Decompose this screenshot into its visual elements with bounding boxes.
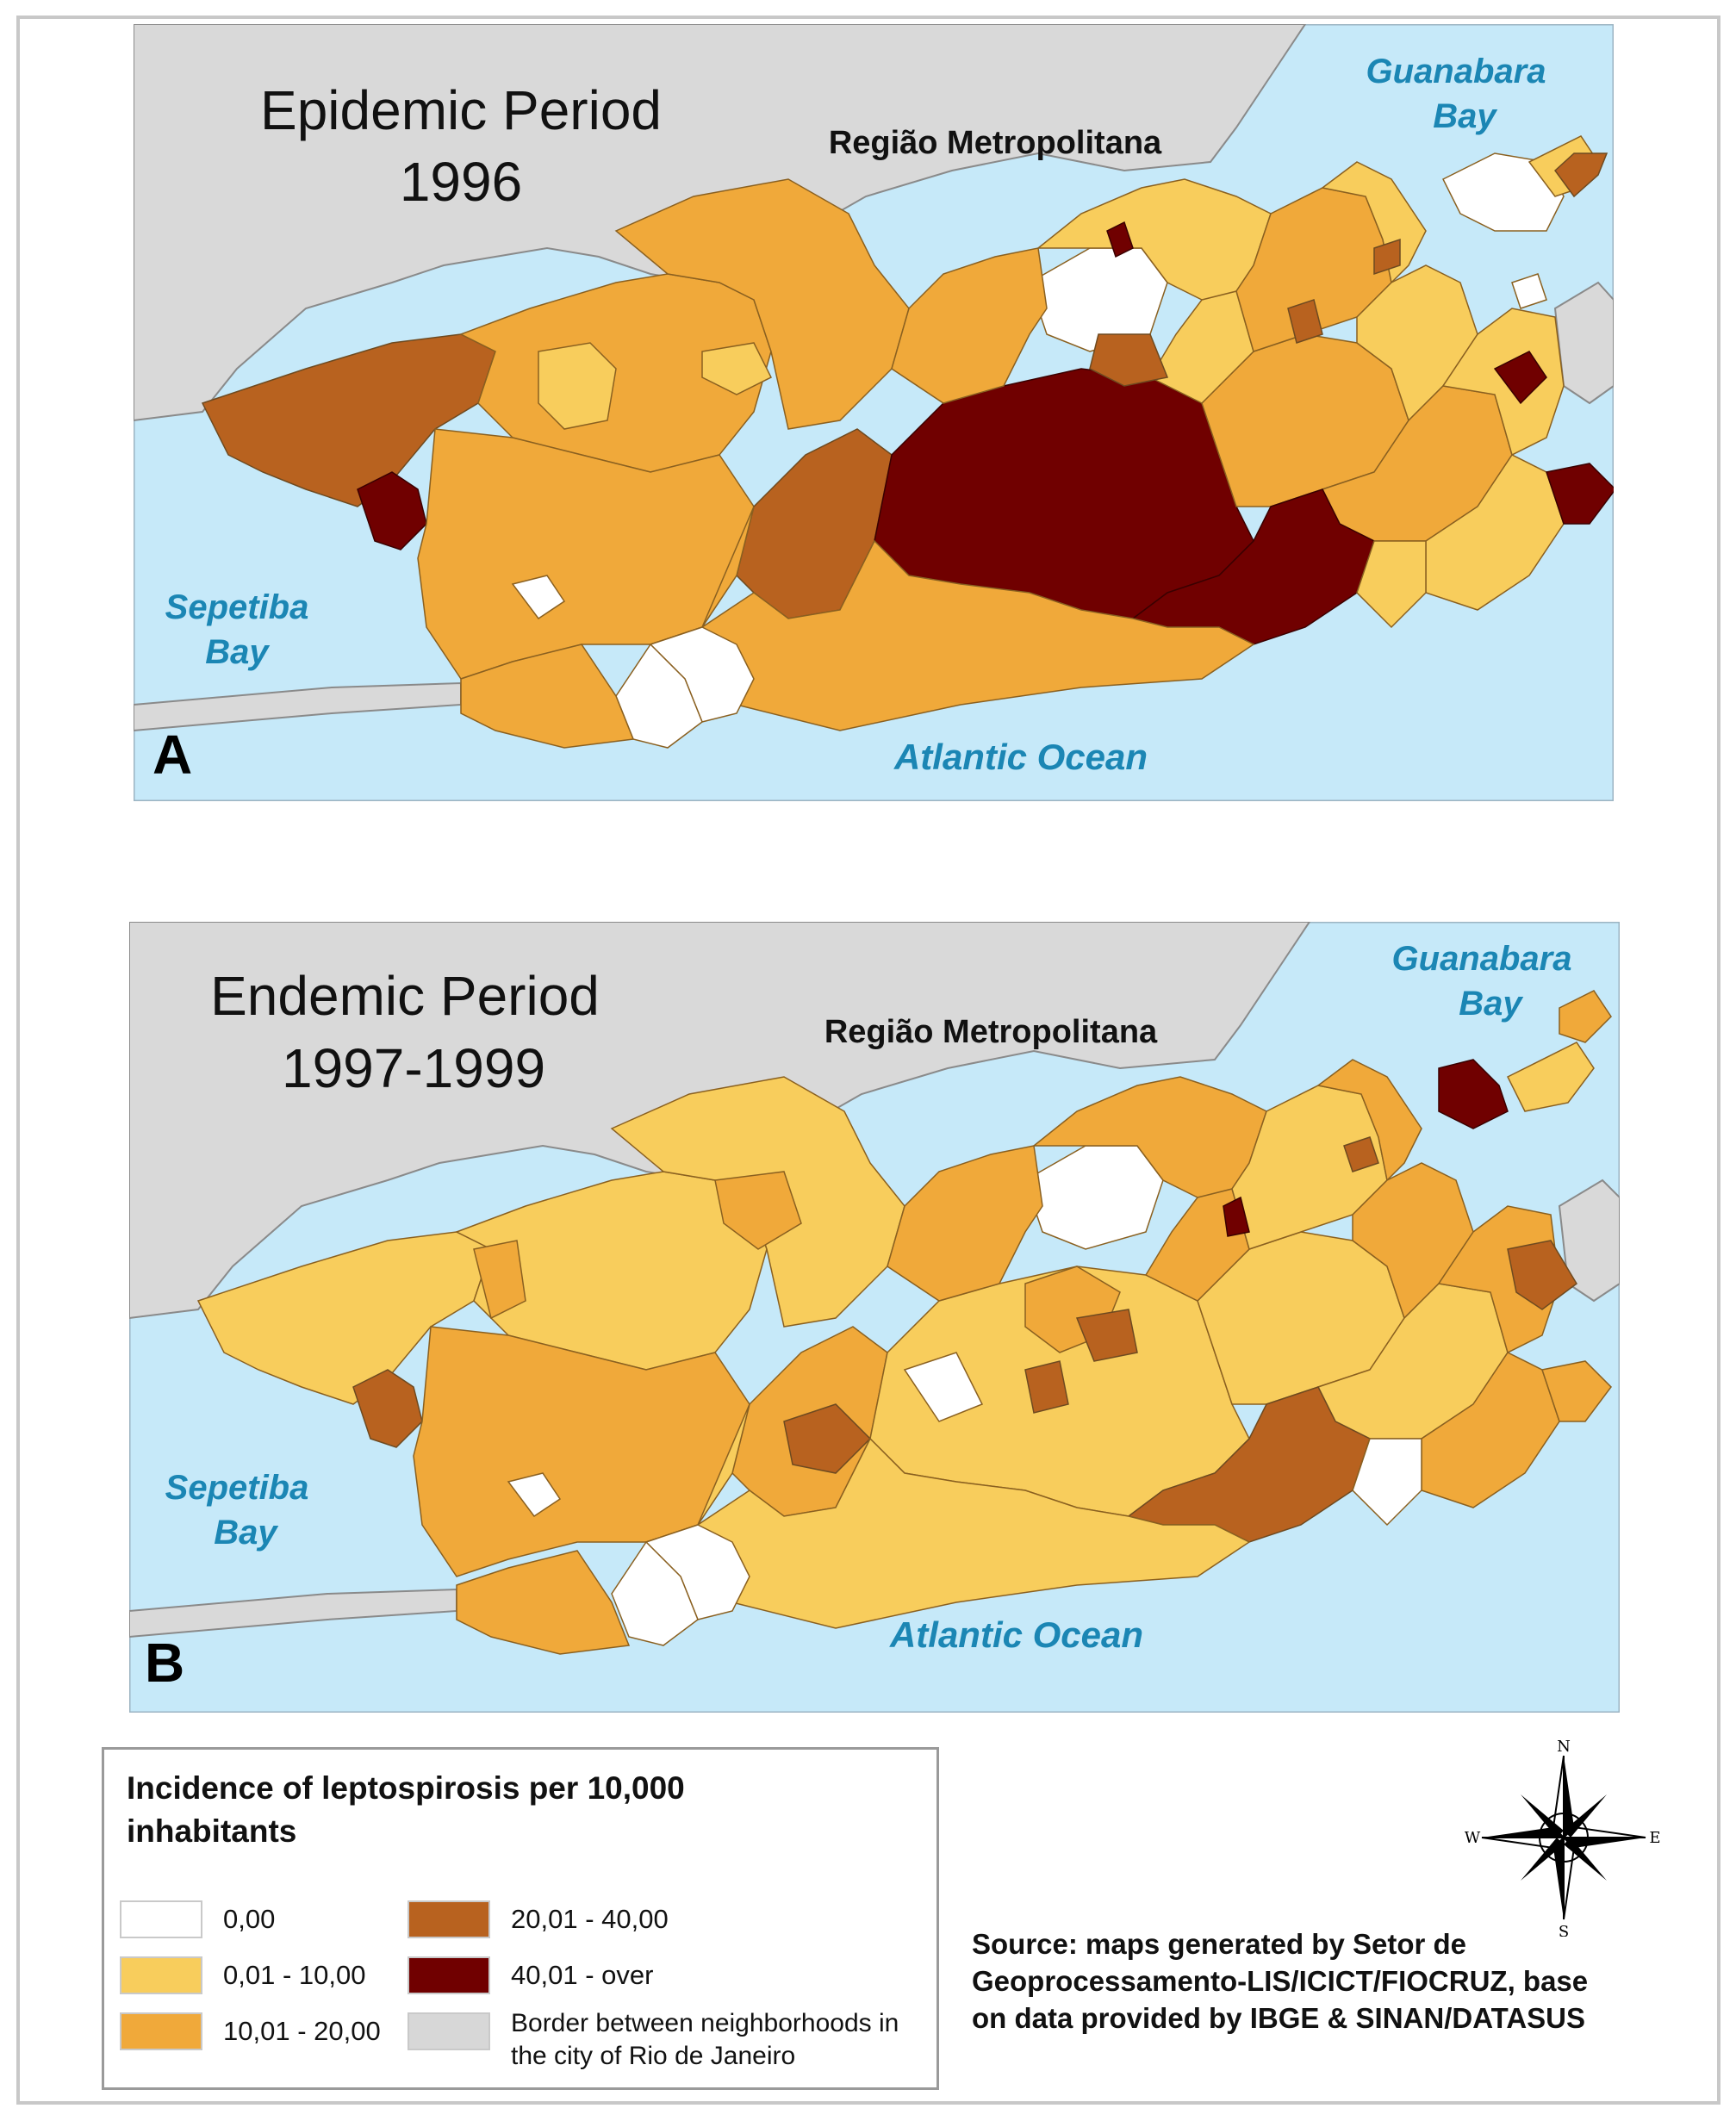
compass-s-label: S xyxy=(1559,1923,1569,1937)
district-cg-orange xyxy=(473,1240,526,1320)
district-small-hot xyxy=(1106,221,1134,258)
map-panel-b: Endemic Period 1997-1999 Região Metropol… xyxy=(129,922,1620,1713)
district-south-white xyxy=(1352,1438,1422,1527)
map-a-title-line2: 1996 xyxy=(400,151,522,213)
legend-swatch-border xyxy=(408,2012,490,2050)
map-b-panel-letter: B xyxy=(145,1632,184,1694)
district-white-south-2 xyxy=(611,1540,699,1646)
district-cg-inner xyxy=(538,342,617,430)
compass-needle-sw xyxy=(1521,1838,1564,1881)
legend-title: Incidence of leptospirosis per 10,000 in… xyxy=(127,1770,685,1849)
district-bangu-orange xyxy=(714,1171,802,1250)
map-a-sepetiba-line2: Bay xyxy=(205,633,270,671)
map-b-title-line2: 1997-1999 xyxy=(282,1037,545,1099)
district-sepetiba-coast xyxy=(456,1550,631,1655)
map-a-region-label: Região Metropolitana xyxy=(829,125,1162,161)
district-ilha-orange xyxy=(1559,990,1612,1043)
map-b-svg: Endemic Period 1997-1999 Região Metropol… xyxy=(129,922,1620,1713)
district-small-brown xyxy=(1287,299,1323,344)
compass-needle-west xyxy=(1482,1827,1564,1838)
compass-w-label: W xyxy=(1465,1829,1481,1847)
district-white-sw xyxy=(511,575,566,620)
map-panel-a: Epidemic Period 1996 Região Metropolitan… xyxy=(134,24,1614,801)
compass-rose: N S E W xyxy=(1465,1738,1663,1941)
district-campo-grande xyxy=(459,273,772,473)
compass-needle-east xyxy=(1564,1838,1646,1848)
district-west-hot xyxy=(357,471,427,550)
district-ilha-hot xyxy=(1438,1059,1509,1129)
map-a-guanabara-line2: Bay xyxy=(1433,97,1497,135)
district-jaca-white xyxy=(903,1352,984,1422)
map-b-sepetiba-line1: Sepetiba xyxy=(165,1469,309,1507)
map-b-guanabara-line2: Bay xyxy=(1459,985,1523,1023)
map-b-region-label: Região Metropolitana xyxy=(824,1014,1158,1050)
map-b-ocean-label: Atlantic Ocean xyxy=(889,1614,1143,1655)
district-realengo xyxy=(887,1145,1043,1302)
map-b-title-line1: Endemic Period xyxy=(210,965,600,1027)
district-white-sw xyxy=(507,1472,562,1518)
compass-needle-se xyxy=(1564,1838,1607,1881)
district-bangu xyxy=(614,178,910,430)
legend-label: 40,01 - over xyxy=(511,1960,654,1990)
district-ilha-brown xyxy=(1553,152,1608,198)
source-note: Source: maps generated by Setor de Geopr… xyxy=(972,1928,1589,2034)
district-realengo xyxy=(891,247,1048,404)
district-ilha xyxy=(1506,1042,1595,1112)
legend-label: 0,01 - 10,00 xyxy=(223,1960,366,1990)
district-small-white xyxy=(1511,273,1547,309)
district-small-brown xyxy=(1343,1136,1379,1172)
district-east-hot xyxy=(1493,351,1547,405)
district-small-hot xyxy=(1223,1196,1250,1237)
map-a-guanabara-line1: Guanabara xyxy=(1366,53,1546,90)
district-sepetiba-coast xyxy=(460,644,635,749)
map-a-panel-letter: A xyxy=(152,724,192,786)
map-a-sepetiba-line1: Sepetiba xyxy=(165,588,309,626)
district-east-c xyxy=(1441,308,1565,457)
map-a-title-line1: Epidemic Period xyxy=(260,79,662,141)
compass-needle-nw xyxy=(1521,1794,1564,1838)
district-small-brown-2 xyxy=(1373,238,1401,276)
district-ilha-white xyxy=(1441,152,1565,232)
legend-swatch-white xyxy=(120,1900,202,1938)
map-a-svg: Epidemic Period 1996 Região Metropolitan… xyxy=(134,24,1614,801)
compass-needle-south xyxy=(1553,1838,1564,1919)
district-north-d xyxy=(1316,1059,1422,1182)
compass-ring xyxy=(1539,1813,1589,1863)
legend-label: Border between neighborhoods in the city… xyxy=(511,2009,899,2070)
compass-needle-north xyxy=(1564,1756,1574,1838)
district-jaca-brown xyxy=(1075,1309,1138,1362)
legend-swatch-brown xyxy=(408,1900,490,1938)
district-far-east-hot xyxy=(1546,463,1614,525)
compass-needle-ne xyxy=(1564,1794,1607,1838)
legend-label: 0,00 xyxy=(223,1904,276,1934)
district-vargem-brown xyxy=(783,1403,872,1474)
legend-label: 20,01 - 40,00 xyxy=(511,1904,669,1934)
compass-n-label: N xyxy=(1557,1738,1571,1756)
district-campo-grande xyxy=(455,1171,768,1371)
district-east-brown xyxy=(1507,1240,1577,1310)
district-north-brown xyxy=(1089,333,1169,387)
district-south-mid xyxy=(1356,540,1427,629)
legend-box: Incidence of leptospirosis per 10,000 in… xyxy=(102,1747,939,2090)
district-far-east xyxy=(1541,1360,1612,1422)
district-west-brown xyxy=(352,1369,423,1448)
legend-swatch-darkred xyxy=(408,1956,490,1994)
district-east-c xyxy=(1437,1205,1560,1354)
legend-swatch-orange xyxy=(120,2012,202,2050)
map-b-sepetiba-line2: Bay xyxy=(214,1514,278,1552)
map-b-guanabara-line1: Guanabara xyxy=(1392,940,1572,978)
legend-swatch-light xyxy=(120,1956,202,1994)
map-a-ocean-label: Atlantic Ocean xyxy=(893,737,1148,777)
district-bangu-inner xyxy=(701,342,773,395)
district-jaca-brown-2 xyxy=(1024,1360,1069,1414)
legend-label: 10,01 - 20,00 xyxy=(223,2016,381,2046)
compass-e-label: E xyxy=(1649,1829,1660,1847)
